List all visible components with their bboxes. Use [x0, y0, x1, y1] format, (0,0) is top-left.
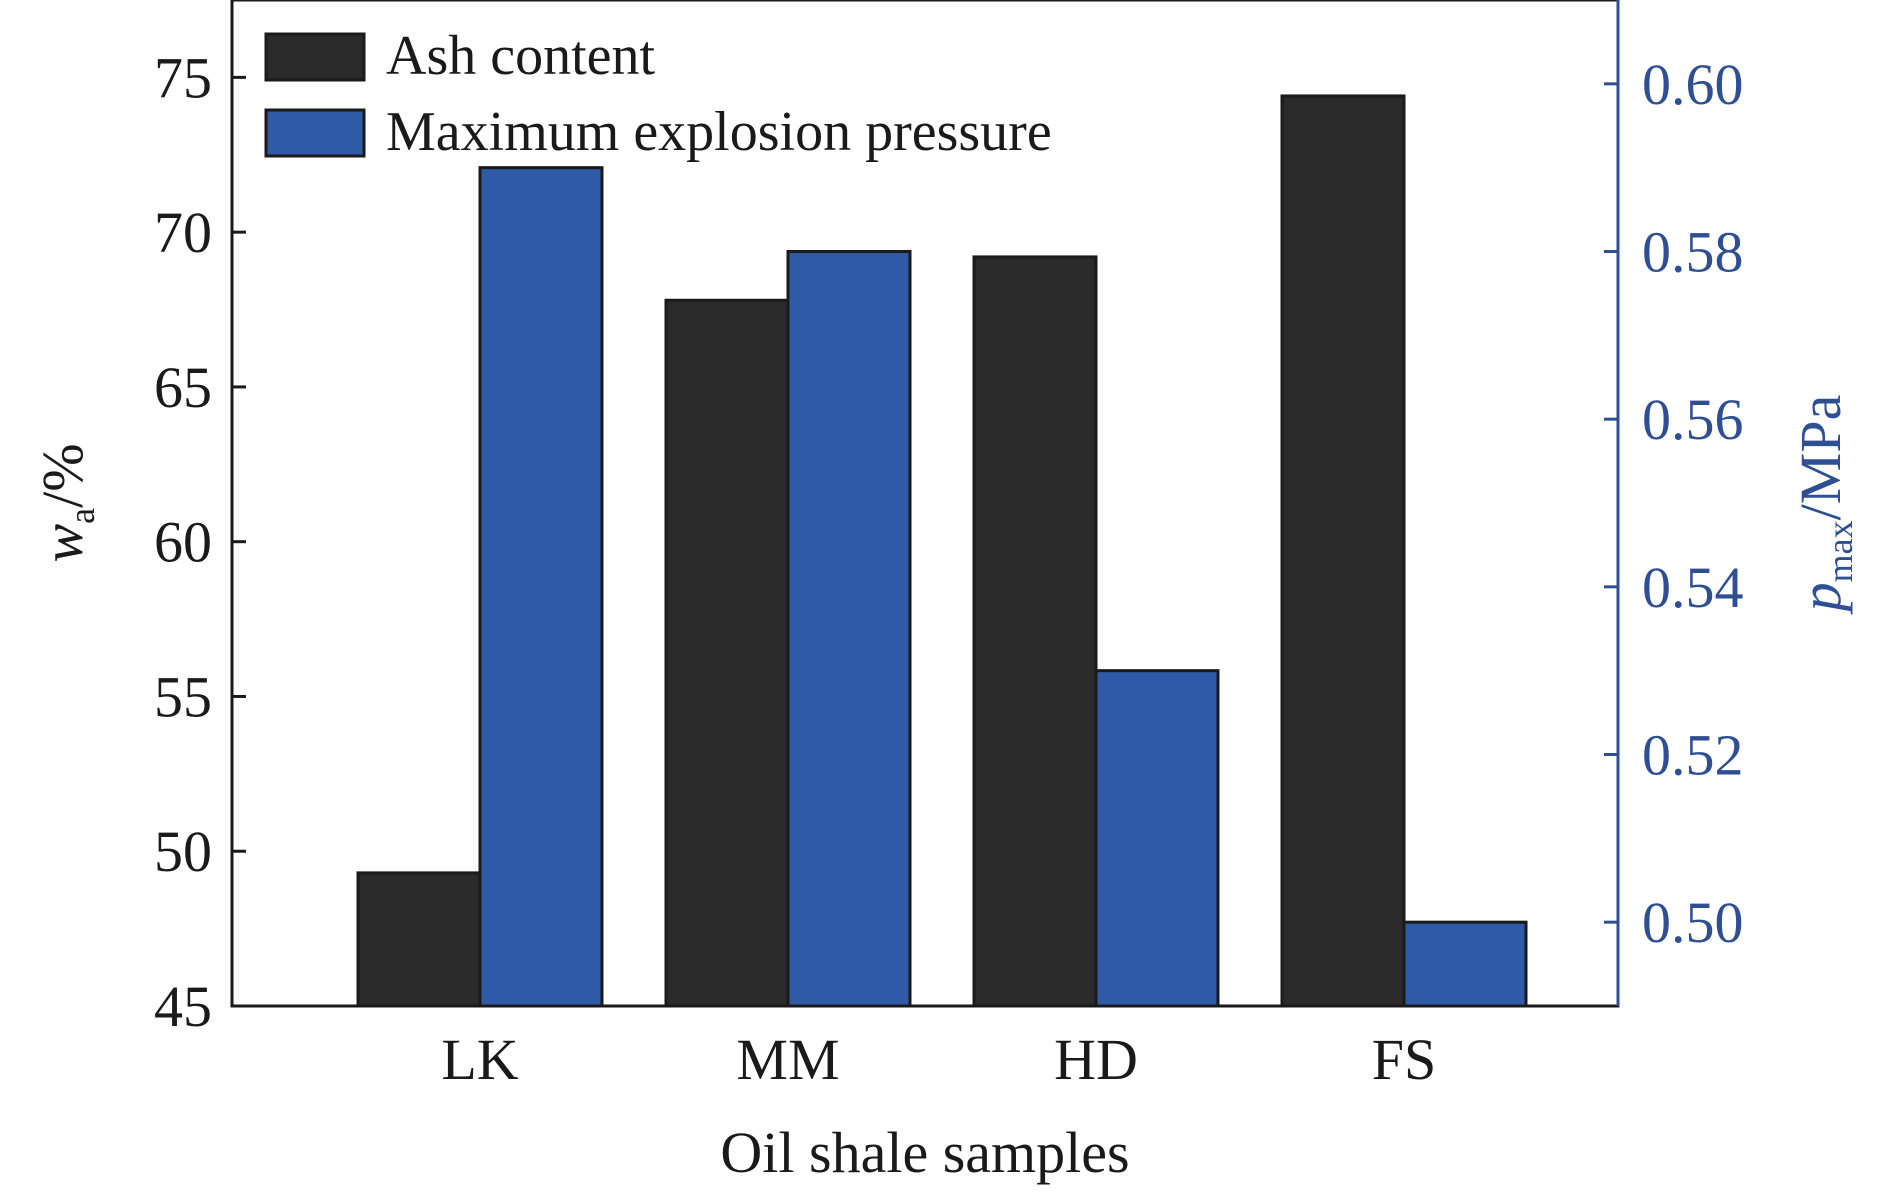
left-tick-label-55: 55	[154, 664, 212, 729]
legend-swatch-maximum-explosion-pressure	[264, 108, 366, 158]
bar-maximum-explosion-pressure-fs	[1402, 920, 1528, 1008]
left-tick-label-75: 75	[154, 45, 212, 110]
bar-maximum-explosion-pressure-mm	[786, 250, 912, 1008]
right-tick-label-0-54: 0.54	[1642, 555, 1744, 620]
x-tick-label-fs: FS	[1372, 1027, 1437, 1092]
left-axis-label: wa/%	[30, 443, 102, 562]
right-tick-label-0-60: 0.60	[1642, 52, 1744, 117]
left-tick-label-65: 65	[154, 355, 212, 420]
legend: Ash content Maximum explosion pressure	[264, 25, 1052, 163]
x-axis-label: Oil shale samples	[720, 1120, 1129, 1185]
bar-ash-content-mm	[664, 298, 790, 1008]
bar-ash-content-lk	[356, 871, 482, 1008]
bar-maximum-explosion-pressure-lk	[478, 166, 604, 1008]
right-tick-label-0-56: 0.56	[1642, 387, 1744, 452]
legend-label-maximum-explosion-pressure: Maximum explosion pressure	[386, 101, 1052, 163]
left-tick-label-70: 70	[154, 200, 212, 265]
x-tick-label-mm: MM	[736, 1027, 839, 1092]
right-axis: 0.50 0.52 0.54 0.56 0.58 0.60	[1604, 52, 1744, 955]
bar-maximum-explosion-pressure-hd	[1094, 669, 1220, 1008]
right-axis-label-symbol: p	[1788, 582, 1853, 615]
left-tick-label-50: 50	[154, 819, 212, 884]
bars-layer	[356, 94, 1528, 1008]
left-axis: 45 50 55 60 65 70 75	[154, 45, 246, 1039]
left-tick-label-60: 60	[154, 510, 212, 575]
x-tick-label-lk: LK	[441, 1027, 518, 1092]
right-axis-label-unit: /MPa	[1788, 395, 1853, 521]
left-axis-label-subscript: a	[62, 508, 102, 524]
right-tick-label-0-50: 0.50	[1642, 890, 1744, 955]
right-axis-label: pmax/MPa	[1788, 395, 1860, 616]
x-tick-label-hd: HD	[1054, 1027, 1138, 1092]
x-axis: LK MM HD FS	[441, 994, 1436, 1092]
right-tick-label-0-58: 0.58	[1642, 220, 1744, 285]
right-tick-label-0-52: 0.52	[1642, 723, 1744, 788]
bar-ash-content-fs	[1280, 94, 1406, 1008]
left-tick-label-45: 45	[154, 974, 212, 1039]
legend-label-ash-content: Ash content	[386, 25, 656, 87]
right-axis-label-subscript: max	[1820, 520, 1860, 582]
left-axis-label-symbol: w	[30, 524, 95, 563]
legend-swatch-ash-content	[264, 32, 366, 82]
left-axis-label-unit: /%	[30, 443, 95, 507]
bar-ash-content-hd	[972, 255, 1098, 1008]
